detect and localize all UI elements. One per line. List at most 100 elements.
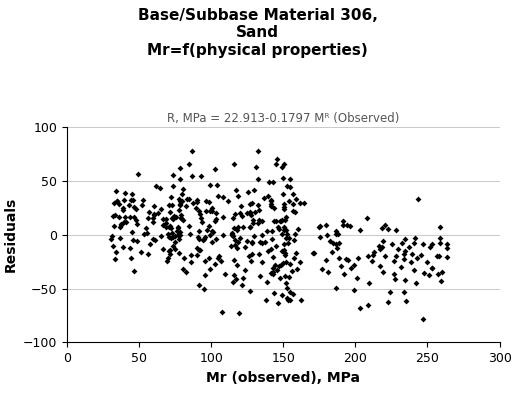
Point bbox=[345, 256, 353, 263]
Point bbox=[205, 208, 214, 214]
Point bbox=[390, 258, 399, 264]
Point bbox=[280, 252, 288, 258]
Point bbox=[166, 246, 175, 253]
Point bbox=[280, 241, 288, 248]
Point bbox=[130, 204, 138, 211]
Point bbox=[290, 209, 299, 215]
Point bbox=[175, 196, 183, 203]
Point bbox=[249, 233, 258, 239]
Point bbox=[353, 275, 362, 281]
Point bbox=[206, 265, 214, 272]
Point bbox=[176, 165, 184, 171]
Point bbox=[195, 208, 203, 215]
Point bbox=[116, 235, 125, 242]
Point bbox=[356, 305, 364, 311]
Point bbox=[115, 214, 123, 220]
Point bbox=[401, 248, 409, 254]
Point bbox=[174, 232, 182, 238]
Point bbox=[193, 245, 201, 251]
Point bbox=[205, 182, 214, 189]
Point bbox=[248, 240, 256, 246]
Point bbox=[174, 224, 182, 231]
Point bbox=[286, 297, 294, 304]
Point bbox=[402, 298, 410, 304]
Point bbox=[150, 211, 158, 218]
Point bbox=[201, 272, 209, 279]
Point bbox=[111, 188, 119, 194]
Point bbox=[289, 208, 297, 214]
Point bbox=[334, 231, 342, 237]
Point bbox=[128, 191, 136, 197]
Point bbox=[110, 222, 118, 229]
Point bbox=[238, 213, 246, 219]
Point bbox=[316, 223, 324, 229]
Point bbox=[419, 241, 427, 247]
Point bbox=[130, 267, 138, 274]
Point bbox=[107, 236, 115, 243]
Point bbox=[228, 231, 236, 237]
Point bbox=[108, 232, 116, 239]
Point bbox=[255, 207, 263, 213]
Point bbox=[186, 252, 195, 258]
Point bbox=[282, 226, 290, 233]
Point bbox=[278, 164, 286, 171]
Point bbox=[315, 224, 323, 230]
Point bbox=[407, 250, 416, 257]
Point bbox=[211, 261, 219, 268]
Point bbox=[282, 279, 290, 286]
Point bbox=[285, 273, 294, 280]
Point bbox=[219, 232, 228, 238]
Point bbox=[332, 285, 340, 291]
Point bbox=[401, 236, 409, 242]
Point bbox=[269, 254, 277, 261]
Point bbox=[246, 288, 254, 294]
Point bbox=[253, 202, 262, 208]
Point bbox=[234, 239, 242, 245]
Point bbox=[205, 199, 213, 205]
Point bbox=[119, 219, 128, 225]
Point bbox=[176, 214, 184, 220]
Point bbox=[230, 161, 238, 167]
Point bbox=[335, 255, 343, 261]
Point bbox=[109, 243, 117, 249]
Point bbox=[296, 259, 304, 265]
Point bbox=[368, 258, 376, 264]
Point bbox=[443, 241, 452, 247]
Point bbox=[376, 262, 384, 269]
Point bbox=[253, 220, 262, 226]
Point bbox=[274, 226, 283, 232]
Point bbox=[269, 289, 278, 296]
Point bbox=[195, 247, 203, 254]
Point bbox=[264, 248, 272, 255]
Point bbox=[368, 252, 376, 258]
Point bbox=[171, 214, 180, 220]
Point bbox=[166, 223, 174, 229]
Point bbox=[393, 246, 402, 252]
Point bbox=[228, 229, 236, 236]
Point bbox=[187, 259, 195, 265]
Point bbox=[376, 246, 384, 253]
Point bbox=[254, 148, 262, 154]
Point bbox=[182, 203, 190, 209]
Point bbox=[283, 183, 291, 189]
Point bbox=[434, 271, 442, 277]
Point bbox=[310, 250, 318, 256]
Point bbox=[400, 250, 408, 257]
Point bbox=[201, 233, 209, 240]
Point bbox=[425, 272, 433, 279]
Point bbox=[269, 265, 277, 271]
Point bbox=[232, 262, 241, 268]
Point bbox=[398, 240, 406, 246]
Point bbox=[290, 236, 298, 243]
Point bbox=[427, 265, 436, 271]
Point bbox=[336, 263, 345, 269]
Point bbox=[277, 218, 285, 224]
Point bbox=[149, 203, 158, 209]
Point bbox=[214, 255, 222, 261]
Point bbox=[282, 235, 290, 242]
Point bbox=[273, 267, 281, 273]
Point bbox=[121, 190, 129, 196]
Point bbox=[128, 228, 136, 235]
Point bbox=[318, 265, 326, 272]
Point bbox=[379, 238, 387, 244]
